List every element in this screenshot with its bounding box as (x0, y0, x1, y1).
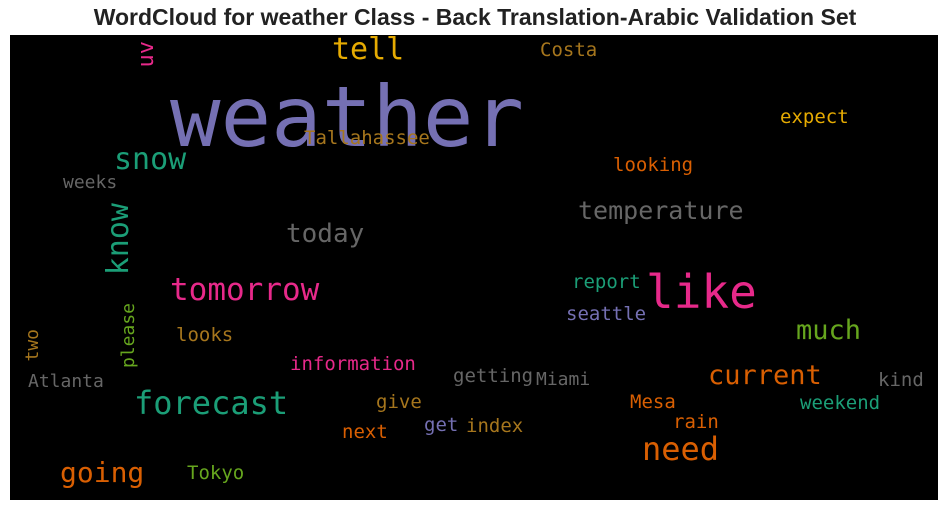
word-please: please (118, 303, 139, 369)
wordcloud-canvas: weather like forecast tomorrow need snow know t… (10, 35, 938, 500)
word-index: index (466, 415, 524, 437)
word-information: information (290, 353, 416, 375)
word-give: give (376, 391, 422, 413)
word-rain: rain (673, 411, 719, 433)
word-going: going (60, 456, 145, 489)
word-like: like (646, 265, 757, 319)
word-next: next (342, 421, 388, 443)
word-uv: uv (134, 41, 159, 68)
word-weekend: weekend (800, 392, 881, 414)
word-need: need (642, 430, 720, 468)
word-kind: kind (878, 369, 924, 391)
word-report: report (572, 271, 641, 293)
word-much: much (796, 315, 862, 346)
word-forecast: forecast (134, 384, 289, 422)
word-current: current (708, 360, 822, 391)
word-tomorrow: tomorrow (170, 272, 320, 308)
word-know: know (101, 203, 136, 276)
word-atlanta: Atlanta (28, 371, 104, 392)
word-temperature: temperature (578, 196, 744, 225)
word-weeks: weeks (63, 172, 118, 193)
word-tokyo: Tokyo (187, 462, 245, 484)
word-tell: tell (332, 35, 405, 67)
word-snow: snow (114, 142, 187, 177)
word-seattle: seattle (566, 303, 647, 325)
word-get: get (424, 414, 459, 436)
word-mesa: Mesa (630, 391, 676, 413)
word-miami: Miami (536, 369, 591, 390)
word-costa: Costa (540, 39, 598, 61)
word-two: two (22, 329, 43, 362)
word-looks: looks (176, 324, 234, 346)
word-expect: expect (780, 106, 849, 128)
word-tallahassee: Tallahassee (304, 127, 430, 149)
word-looking: looking (613, 154, 694, 176)
word-getting: getting (453, 365, 534, 387)
word-today: today (286, 219, 365, 249)
word-weather: weather (170, 68, 525, 166)
chart-title: WordCloud for weather Class - Back Trans… (93, 4, 857, 30)
